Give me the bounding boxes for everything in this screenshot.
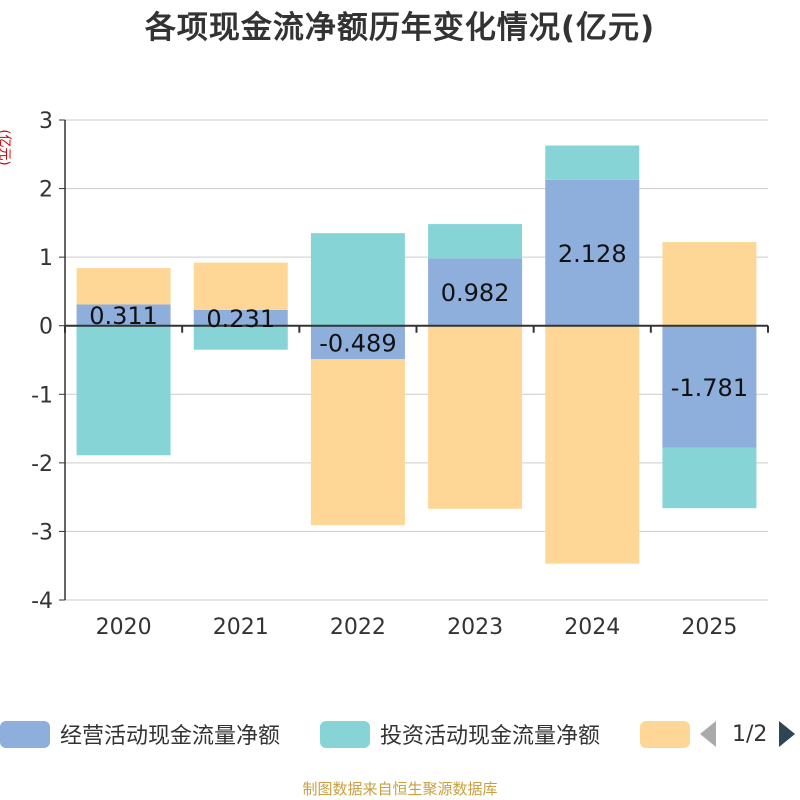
bar-segment (310, 359, 405, 526)
legend-pager: 1/2 (700, 716, 800, 752)
x-tick-label: 2021 (213, 615, 269, 640)
bar-segment (662, 325, 757, 448)
data-label: -0.489 (319, 329, 396, 357)
data-label: -1.781 (671, 374, 748, 402)
legend-swatch-investing (320, 720, 370, 748)
bar-segment (545, 179, 640, 326)
chart-plot: 3 2 1 0 -1 -2 -3 -4 0.311 0.231 -0.489 0.982 2.128 -1… (31, 109, 769, 640)
x-tick-label: 2023 (447, 615, 503, 640)
bar-segment (662, 242, 757, 326)
legend-item-operating[interactable]: 经营活动现金流量净额 (0, 716, 280, 752)
y-tick-label: -4 (31, 589, 53, 614)
bar-segment (428, 258, 523, 326)
y-tick-label: 1 (39, 246, 53, 271)
bar-segment (76, 325, 171, 456)
legend-swatch-third (640, 720, 690, 748)
bar-segment (310, 325, 405, 360)
x-tick-label: 2025 (681, 615, 737, 640)
x-tick-label: 2022 (330, 615, 386, 640)
x-tick-label: 2020 (96, 615, 152, 640)
bar-segment (76, 268, 171, 305)
legend-swatch-operating (0, 720, 50, 748)
data-label: 0.982 (441, 279, 510, 307)
y-tick-label: -2 (31, 452, 53, 477)
bar-segment (428, 325, 523, 509)
legend-label-operating: 经营活动现金流量净额 (60, 724, 281, 749)
bar-segment (193, 325, 288, 350)
bar-segment (545, 325, 640, 564)
legend-item-investing[interactable]: 投资活动现金流量净额 (320, 716, 600, 752)
legend-prev-arrow-icon[interactable] (700, 721, 716, 747)
data-label: 0.311 (89, 302, 158, 330)
bar-segment (76, 304, 171, 326)
data-source-footer: 制图数据来自恒生聚源数据库 (302, 780, 498, 798)
y-tick-label: 2 (39, 178, 53, 203)
y-tick-label: -1 (31, 383, 53, 408)
y-tick-label: 3 (39, 109, 53, 134)
bar-segment (193, 262, 288, 310)
bar-segment (545, 145, 640, 180)
bar-segment (310, 233, 405, 326)
chart-title: 各项现金流净额历年变化情况(亿元) (144, 10, 656, 46)
legend-item-third[interactable] (640, 716, 690, 752)
bar-segment (428, 224, 523, 259)
legend-next-arrow-icon[interactable] (779, 721, 796, 747)
data-label: 0.231 (206, 305, 275, 333)
bar-segment (193, 309, 288, 326)
y-tick-label: 0 (39, 315, 53, 340)
legend-page-indicator: 1/2 (732, 721, 768, 747)
y-tick-label: -3 (31, 520, 53, 545)
data-label: 2.128 (558, 240, 627, 268)
x-tick-label: 2024 (564, 615, 620, 640)
bar-segment (662, 447, 757, 509)
legend: 经营活动现金流量净额 投资活动现金流量净额 (0, 716, 800, 752)
legend-label-investing: 投资活动现金流量净额 (380, 724, 601, 749)
